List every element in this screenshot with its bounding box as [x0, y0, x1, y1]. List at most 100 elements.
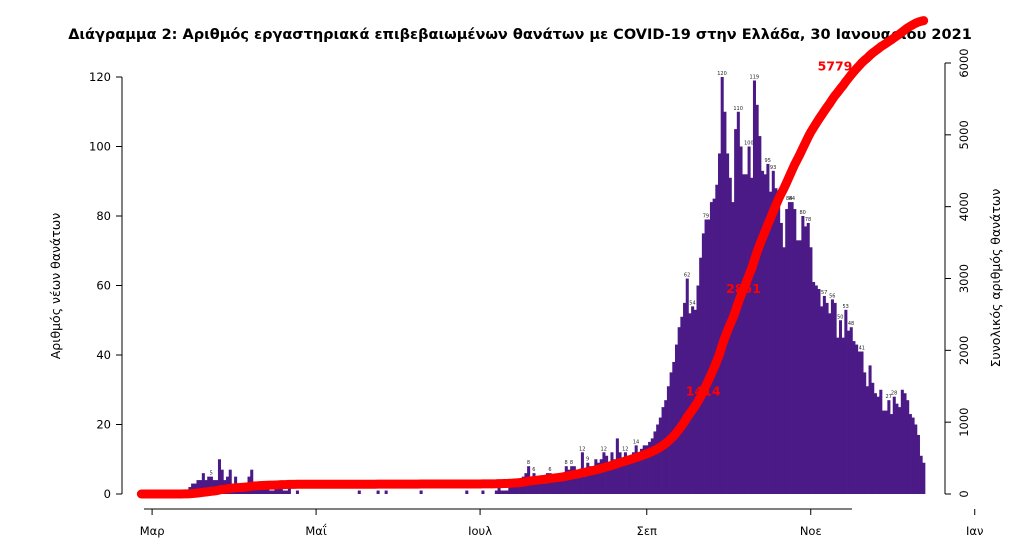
bar — [747, 146, 751, 494]
bar — [674, 344, 679, 494]
bar — [898, 407, 902, 495]
bar — [519, 480, 523, 494]
bar — [481, 490, 485, 494]
bar — [793, 209, 797, 495]
bar — [384, 490, 388, 494]
bar — [787, 202, 791, 494]
bar — [809, 247, 813, 494]
bar — [255, 487, 259, 494]
bar — [739, 146, 743, 494]
bar-value-label: 14 — [633, 439, 639, 445]
bar-value-label: 8 — [527, 460, 530, 466]
bar — [672, 361, 676, 494]
bar — [804, 226, 808, 495]
bar — [610, 452, 614, 494]
bar — [658, 417, 662, 494]
bottom-axis-tick-label: Ιαν — [966, 524, 983, 538]
bar — [516, 487, 520, 494]
bar — [801, 216, 805, 494]
bar — [570, 466, 574, 494]
bar — [220, 469, 224, 494]
bar — [903, 393, 907, 494]
cumulative-value-label: 2851 — [726, 281, 761, 296]
bar — [742, 174, 746, 495]
bar — [820, 306, 824, 494]
bar — [812, 282, 816, 494]
bar — [782, 247, 786, 494]
bar-value-label: 27 — [886, 394, 892, 400]
bottom-axis-tick-label: Μαΐ — [305, 523, 327, 538]
bar — [685, 278, 689, 494]
bar — [795, 240, 799, 494]
bar — [806, 222, 810, 494]
bar — [916, 434, 920, 494]
bar — [631, 452, 636, 494]
bar — [201, 473, 205, 494]
cumulative-value-label: 5779 — [818, 58, 853, 73]
bar — [785, 209, 789, 495]
bar-value-label: 95 — [765, 158, 771, 164]
bar — [648, 441, 652, 495]
right-axis-tick-label: 2000 — [957, 336, 971, 365]
bar — [621, 459, 625, 494]
bar-value-label: 9 — [586, 457, 589, 463]
bar — [562, 473, 566, 494]
bar — [217, 459, 221, 494]
bar — [537, 480, 541, 494]
bar — [494, 490, 498, 494]
bar — [279, 487, 283, 494]
bar — [260, 487, 265, 494]
bar — [269, 490, 273, 494]
bar — [683, 302, 687, 495]
bar-value-label: 79 — [703, 213, 709, 219]
bar — [873, 393, 877, 494]
bar — [586, 462, 590, 494]
bar — [597, 462, 601, 494]
bar-value-label: 93 — [770, 165, 776, 171]
bar — [545, 473, 549, 494]
bar — [833, 302, 837, 495]
bar — [578, 469, 582, 494]
bar — [575, 469, 579, 494]
bar-value-label: 62 — [684, 273, 690, 279]
bar — [744, 174, 748, 495]
bar — [567, 469, 571, 494]
bar — [634, 445, 638, 494]
bar — [699, 257, 703, 494]
bar-value-label: 78 — [805, 217, 811, 223]
bar — [650, 438, 654, 494]
bar — [701, 233, 705, 495]
bar — [766, 163, 770, 495]
bar — [295, 490, 299, 494]
bar — [758, 136, 762, 494]
bar — [626, 455, 630, 494]
bar — [879, 389, 883, 494]
bar — [750, 177, 754, 494]
bar-value-label: 53 — [843, 304, 849, 310]
bar — [777, 191, 781, 494]
bar — [207, 476, 211, 495]
left-axis-tick-label: 60 — [96, 279, 111, 293]
bottom-axis-tick-label: Νοε — [800, 524, 822, 538]
bar — [906, 400, 910, 494]
bar — [258, 487, 262, 494]
bar — [505, 490, 509, 494]
bar — [919, 455, 923, 494]
bar-value-label: 56 — [829, 293, 835, 299]
bar — [865, 386, 869, 494]
bar-value-label: 50 — [837, 314, 843, 320]
bar — [274, 487, 278, 494]
bar — [554, 480, 558, 494]
bar — [271, 490, 275, 494]
bar — [266, 487, 270, 494]
left-axis-tick-label: 100 — [89, 140, 111, 154]
bar — [572, 466, 576, 494]
bar — [914, 424, 918, 494]
bar — [798, 240, 802, 494]
left-axis-tick-label: 80 — [96, 209, 111, 223]
bar — [209, 476, 213, 495]
right-axis-tick-label: 6000 — [957, 48, 971, 77]
bar — [769, 191, 773, 494]
bar-value-label: 48 — [848, 321, 854, 327]
